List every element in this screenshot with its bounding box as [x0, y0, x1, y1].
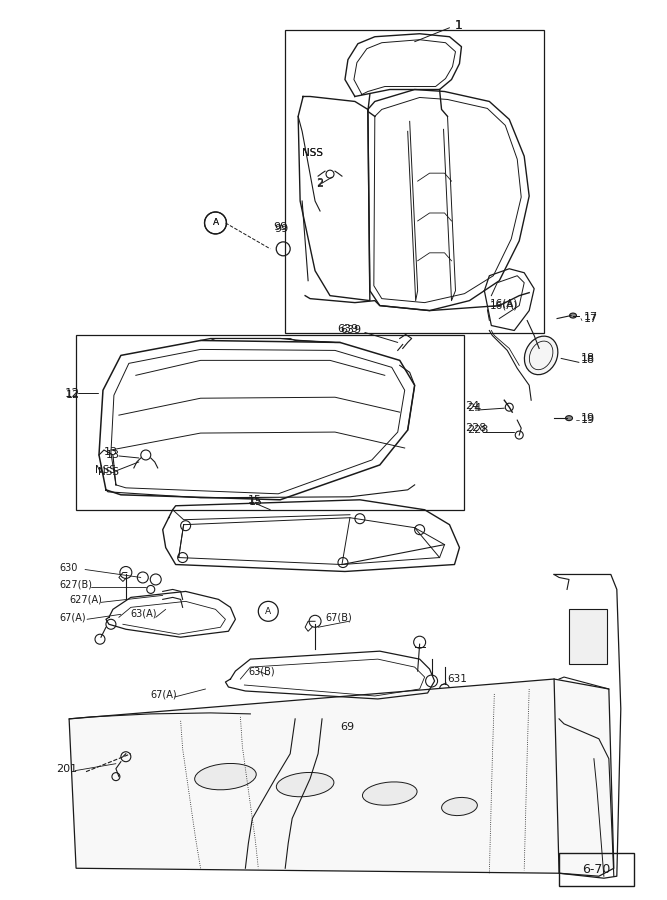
- Text: 627(B): 627(B): [59, 580, 92, 590]
- Bar: [76, 336, 464, 509]
- Ellipse shape: [362, 782, 417, 806]
- Text: 67(A): 67(A): [59, 612, 86, 622]
- Ellipse shape: [442, 797, 478, 815]
- Text: 1: 1: [454, 19, 462, 32]
- Text: NSS: NSS: [302, 148, 323, 158]
- Ellipse shape: [570, 313, 576, 318]
- Text: 639: 639: [340, 326, 361, 336]
- Text: 63(B): 63(B): [248, 666, 275, 676]
- Text: 15: 15: [248, 497, 262, 507]
- Text: 630: 630: [59, 562, 77, 572]
- Text: 99: 99: [274, 224, 289, 234]
- Text: 99: 99: [273, 222, 287, 232]
- Text: 16(A): 16(A): [490, 301, 518, 310]
- Ellipse shape: [276, 772, 334, 796]
- Text: 19: 19: [581, 415, 595, 425]
- Text: 24: 24: [468, 403, 482, 413]
- Text: 19: 19: [581, 413, 595, 423]
- Text: 18: 18: [581, 356, 595, 365]
- Text: 631: 631: [448, 674, 468, 684]
- Text: 16(A): 16(A): [490, 299, 518, 309]
- Ellipse shape: [524, 336, 558, 374]
- Text: NSS: NSS: [302, 148, 323, 158]
- Text: 69: 69: [340, 722, 354, 732]
- Text: 228: 228: [466, 423, 487, 433]
- Text: A: A: [212, 219, 219, 228]
- Text: 201: 201: [56, 764, 77, 774]
- Text: 6-70: 6-70: [582, 863, 610, 876]
- Bar: [569, 609, 607, 664]
- Text: 17: 17: [584, 311, 598, 321]
- Text: A: A: [265, 607, 271, 616]
- Text: 2: 2: [316, 179, 323, 189]
- Text: 13: 13: [104, 447, 118, 457]
- Text: NSS: NSS: [98, 467, 119, 477]
- Text: 2: 2: [316, 178, 323, 188]
- Ellipse shape: [566, 416, 572, 420]
- Text: 12: 12: [65, 387, 80, 400]
- Text: 12: 12: [66, 391, 80, 401]
- Text: 17: 17: [584, 313, 598, 323]
- Polygon shape: [69, 679, 614, 877]
- Text: 63(A): 63(A): [131, 608, 157, 618]
- Bar: [285, 30, 544, 334]
- Text: 24: 24: [466, 401, 480, 411]
- Text: 228: 228: [468, 425, 489, 435]
- Bar: [559, 853, 634, 886]
- Text: 1: 1: [454, 19, 462, 32]
- Text: 639: 639: [337, 323, 358, 334]
- Text: 18: 18: [581, 354, 595, 364]
- Text: 15: 15: [247, 495, 261, 505]
- Text: 627(A): 627(A): [69, 594, 102, 605]
- Text: 67(B): 67(B): [325, 612, 352, 622]
- Text: NSS: NSS: [95, 465, 116, 475]
- Text: A: A: [212, 219, 219, 228]
- Ellipse shape: [195, 763, 256, 790]
- Text: 13: 13: [106, 450, 120, 460]
- Text: 67(A): 67(A): [151, 690, 177, 700]
